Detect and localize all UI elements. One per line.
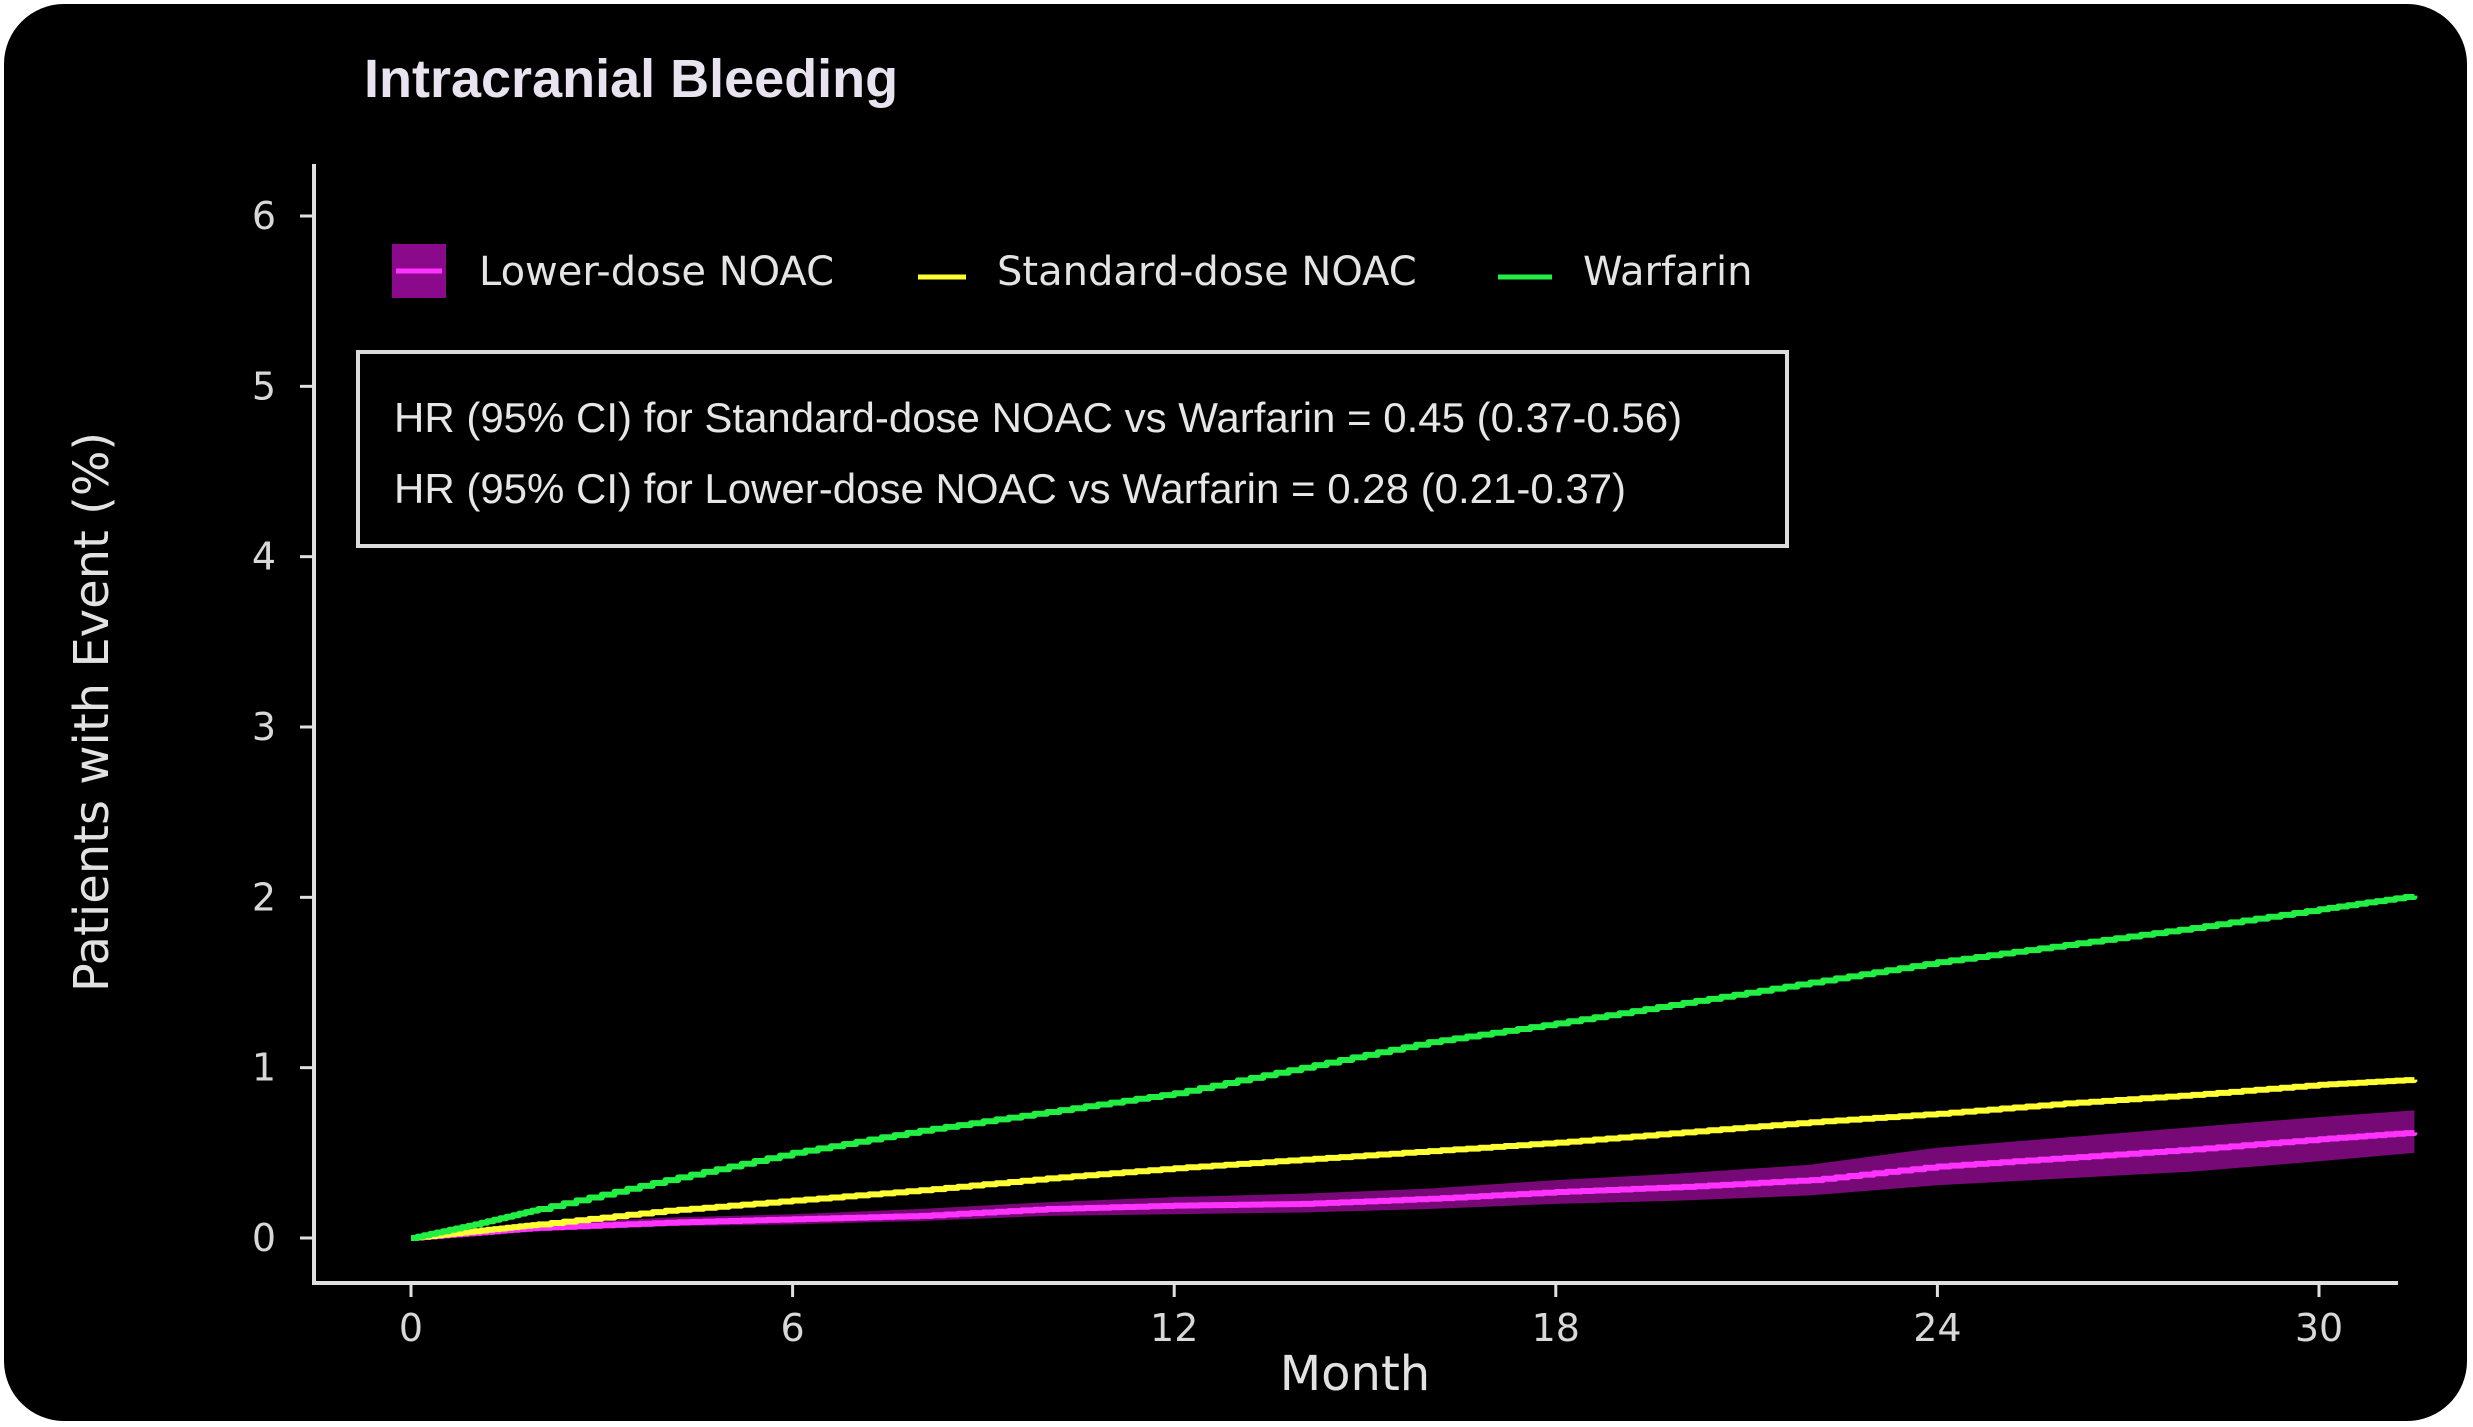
series-group — [411, 894, 2418, 1241]
x-tick-label: 30 — [2295, 1306, 2343, 1350]
y-tick-label: 0 — [252, 1216, 276, 1260]
y-tick-label: 2 — [252, 875, 276, 919]
series-lower-dose-noac — [411, 1110, 2418, 1241]
series-standard-dose-noac — [411, 1077, 2418, 1241]
y-tick-label: 1 — [252, 1046, 276, 1090]
x-axis-label: Month — [1280, 1346, 1430, 1402]
x-tick-label: 24 — [1913, 1306, 1961, 1350]
series-line-warfarin — [411, 894, 2418, 1241]
series-warfarin — [411, 894, 2418, 1241]
legend-label: Lower-dose NOAC — [479, 249, 834, 295]
y-axis-label: Patients with Event (%) — [64, 432, 120, 992]
legend-label: Warfarin — [1583, 249, 1752, 295]
series-line-standard-dose-noac — [411, 1077, 2418, 1241]
y-tick-group: 0 1 2 3 4 5 6 — [252, 194, 314, 1260]
legend-item-standard-dose: Standard-dose NOAC — [918, 249, 1417, 295]
y-tick-label: 3 — [252, 705, 276, 749]
y-tick-label: 4 — [252, 535, 276, 579]
chart-title: Intracranial Bleeding — [364, 49, 898, 109]
y-tick-label: 6 — [252, 194, 276, 238]
legend: Lower-dose NOAC Standard-dose NOAC Warfa… — [392, 244, 1752, 298]
x-tick-label: 18 — [1532, 1306, 1580, 1350]
annotation-line: HR (95% CI) for Standard-dose NOAC vs Wa… — [394, 394, 1682, 441]
legend-item-lower-dose: Lower-dose NOAC — [392, 244, 834, 298]
x-tick-group: 0 6 12 18 24 30 — [399, 1283, 2343, 1350]
y-tick-label: 5 — [252, 364, 276, 408]
x-tick-label: 12 — [1150, 1306, 1198, 1350]
annotation-frame — [356, 350, 1789, 548]
legend-label: Standard-dose NOAC — [997, 249, 1417, 295]
hazard-ratio-box: HR (95% CI) for Standard-dose NOAC vs Wa… — [356, 350, 1789, 548]
x-tick-label: 0 — [399, 1306, 423, 1350]
x-tick-label: 6 — [781, 1306, 805, 1350]
annotation-line: HR (95% CI) for Lower-dose NOAC vs Warfa… — [394, 465, 1626, 512]
series-line-lower-dose-noac — [411, 1130, 2418, 1241]
legend-item-warfarin: Warfarin — [1498, 249, 1752, 295]
